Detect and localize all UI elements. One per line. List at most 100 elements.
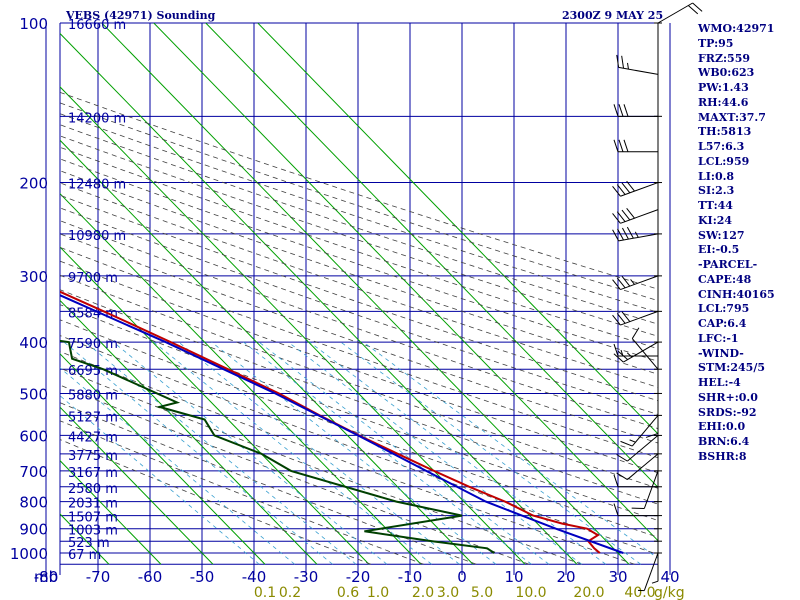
height-label: 3167 m (68, 466, 118, 481)
temperature-tick-label: 40 (660, 568, 679, 586)
sounding-profiles (60, 290, 624, 554)
dry-adiabat (60, 439, 371, 565)
pressure-tick-label: 300 (19, 268, 48, 286)
index-item: LCL:959 (698, 154, 750, 168)
dry-adiabat (60, 124, 658, 325)
temperature-tick-label: -10 (398, 568, 423, 586)
mixing-ratio-label: 5.0 (471, 585, 493, 600)
wind-barb (613, 104, 658, 117)
index-item: LFC:-1 (698, 331, 739, 345)
isotherm-10 (60, 86, 526, 565)
dry-adiabat (60, 220, 658, 430)
valid-time: 2300Z 9 MAY 25 (562, 9, 664, 22)
index-item: CINH:40165 (698, 287, 775, 301)
wind-barb (657, 2, 703, 24)
height-label: 9700 m (68, 271, 118, 286)
height-label: 7590 m (68, 337, 118, 352)
index-item: WB0:623 (698, 66, 755, 80)
pressure-tick-label: 800 (19, 494, 48, 512)
mixing-ratio-line (113, 341, 388, 565)
dry-adiabat (60, 367, 582, 565)
wind-barb (631, 327, 659, 370)
dry-adiabat (60, 182, 658, 388)
dry-adiabat (60, 420, 424, 565)
mixing-ratio-line (363, 341, 658, 559)
isotherm--40 (60, 353, 266, 565)
temperature-tick-label: -30 (294, 568, 319, 586)
isotherm-50 (205, 23, 658, 489)
index-item: STM:245/5 (698, 361, 765, 375)
height-labels: 16660 m 14200 m 12480 m 10980 m 9700 m 8584 m… (68, 18, 126, 563)
sounding-indices-list: WMO:42971 TP:95 FRZ:559 WB0:623 PW:1.43 RH:44… (698, 22, 800, 465)
dewpoint-profile (60, 339, 495, 554)
temperature-tick-label: -20 (346, 568, 371, 586)
height-label: 14200 m (68, 111, 126, 126)
index-item: BRN:6.4 (698, 435, 750, 448)
dry-adiabat (60, 351, 635, 565)
wind-barb (651, 541, 659, 584)
mixing-ratio-label: 0.6 (337, 585, 359, 600)
mixing-ratio-label: 20.0 (573, 585, 604, 600)
dry-adiabat (60, 170, 658, 375)
index-item: CAPE:48 (698, 272, 752, 286)
height-label: 4427 m (68, 430, 118, 445)
index-item: SHR+:0.0 (698, 390, 758, 404)
mixing-ratio-label: 0.2 (279, 585, 301, 600)
temperature-tick-label: 30 (608, 568, 627, 586)
index-item: SRDS:-92 (698, 405, 757, 419)
wind-barb (613, 139, 658, 153)
height-label: 1507 m (68, 511, 118, 526)
mixing-ratio-line (340, 341, 641, 565)
index-item: TH:5813 (698, 125, 752, 139)
height-label: 12480 m (68, 178, 126, 193)
wind-barb (620, 415, 659, 447)
mixing-ratio-label: 0.1 (254, 585, 276, 600)
index-item: SI:2.3 (698, 184, 735, 198)
dry-adiabat (60, 194, 658, 402)
dry-adiabat (60, 91, 658, 290)
pressure-tick-label: 900 (19, 521, 48, 539)
height-label: 67 m (68, 548, 101, 563)
mixing-ratio-line (258, 341, 550, 565)
wind-barb (616, 453, 659, 480)
temperature-tick-label: -50 (190, 568, 215, 586)
dry-adiabat (60, 304, 658, 521)
pressure-unit-label: mb (34, 568, 58, 586)
index-item: TT:44 (698, 199, 733, 212)
isotherm-0 (60, 139, 474, 565)
isotherm--50 (60, 406, 214, 565)
isotherm--10 (60, 192, 422, 565)
wind-barb (612, 207, 659, 224)
isotherm-20 (60, 32, 578, 565)
height-label: 3775 m (68, 449, 118, 464)
isotherm-30 (101, 23, 630, 565)
dry-adiabat (60, 146, 658, 350)
wind-barb (612, 180, 659, 197)
height-label: 5127 m (68, 410, 118, 425)
wind-barb (616, 54, 659, 75)
wind-barb (631, 470, 659, 509)
dry-adiabat (60, 102, 658, 302)
height-label: 5880 m (68, 388, 118, 403)
mixing-ratio-unit: g/kg (654, 585, 685, 600)
height-label: 2580 m (68, 482, 118, 497)
mixing-ratio-line (178, 341, 460, 565)
dry-adiabat (60, 384, 530, 565)
wind-barb (612, 226, 659, 242)
height-label: 10980 m (68, 229, 126, 244)
dry-adiabat (60, 402, 477, 565)
isotherm--80 (0, 23, 57, 564)
dry-adiabat (60, 289, 658, 505)
chart-title: VEBS (42971) Sounding (66, 9, 216, 22)
temperature-tick-label: 20 (556, 568, 575, 586)
dry-adiabat (60, 260, 658, 474)
mixing-ratio-lines (60, 341, 658, 565)
dry-adiabat (60, 233, 658, 444)
wind-barb (612, 275, 659, 291)
wind-barb (613, 341, 659, 363)
mixing-ratio-line (288, 341, 582, 565)
index-item: FRZ:559 (698, 51, 751, 65)
dry-adiabat (60, 113, 658, 313)
wind-barb (613, 503, 658, 517)
